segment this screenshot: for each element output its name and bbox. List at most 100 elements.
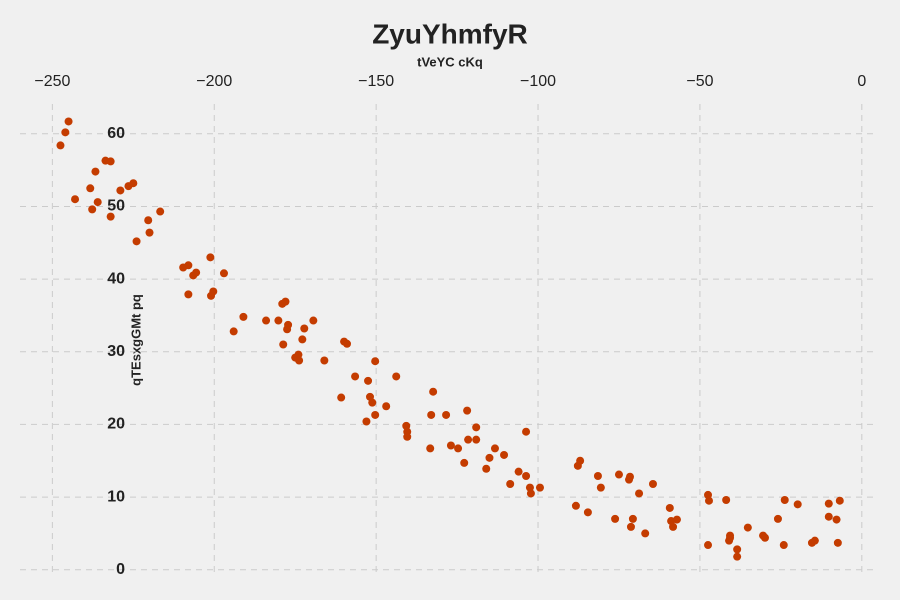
- point: [793, 500, 802, 509]
- y-tick-label: 0: [116, 561, 125, 578]
- point: [300, 324, 309, 333]
- point: [86, 184, 95, 193]
- chart-title: ZyuYhmfyR: [372, 18, 528, 49]
- point: [298, 335, 307, 344]
- point: [611, 514, 620, 523]
- point: [209, 287, 218, 296]
- point: [262, 316, 271, 325]
- point: [281, 297, 290, 306]
- point: [472, 435, 481, 444]
- point: [672, 515, 681, 524]
- point: [454, 444, 463, 453]
- point: [132, 237, 141, 246]
- point: [780, 495, 789, 504]
- point: [192, 268, 201, 277]
- point: [824, 499, 833, 508]
- x-tick-label: −250: [34, 73, 70, 90]
- point: [522, 427, 531, 436]
- point: [704, 496, 713, 505]
- point: [88, 205, 97, 214]
- x-axis-label: tVeYC cKq: [417, 54, 483, 69]
- point: [274, 316, 283, 325]
- point: [761, 533, 770, 542]
- point: [824, 512, 833, 521]
- point: [464, 435, 473, 444]
- point: [284, 320, 293, 329]
- point: [427, 410, 436, 419]
- point: [628, 514, 637, 523]
- point: [526, 489, 535, 498]
- x-tick-label: −100: [520, 73, 556, 90]
- point: [460, 458, 469, 467]
- point: [71, 195, 80, 204]
- point: [184, 290, 193, 299]
- point: [722, 495, 731, 504]
- point: [835, 496, 844, 505]
- point: [743, 523, 752, 532]
- point: [669, 522, 678, 531]
- point: [309, 316, 318, 325]
- point: [514, 467, 523, 476]
- point: [382, 402, 391, 411]
- point: [614, 470, 623, 479]
- point: [472, 423, 481, 432]
- point: [294, 350, 303, 359]
- point: [206, 253, 215, 262]
- point: [463, 406, 472, 415]
- point: [116, 186, 125, 195]
- point: [144, 216, 153, 225]
- point: [362, 417, 371, 426]
- point: [482, 464, 491, 473]
- point: [810, 536, 819, 545]
- point: [446, 441, 455, 450]
- point: [371, 357, 380, 366]
- x-tick-label: −200: [196, 73, 232, 90]
- y-tick-label: 30: [107, 343, 125, 360]
- point: [704, 541, 713, 550]
- point: [368, 398, 377, 407]
- point: [156, 207, 165, 216]
- y-tick-label: 60: [107, 125, 125, 142]
- point: [403, 432, 412, 441]
- point: [593, 472, 602, 481]
- point: [773, 514, 782, 523]
- point: [535, 483, 544, 492]
- point: [106, 212, 115, 221]
- point: [442, 410, 451, 419]
- point: [106, 157, 115, 166]
- point: [91, 167, 100, 176]
- point: [56, 141, 65, 150]
- point: [500, 450, 509, 459]
- point: [392, 372, 401, 381]
- point: [145, 228, 154, 237]
- point: [364, 376, 373, 385]
- point: [779, 541, 788, 550]
- y-tick-label: 20: [107, 416, 125, 433]
- y-axis-label: qTEsxgGMt pq: [128, 294, 143, 386]
- point: [641, 529, 650, 538]
- point: [726, 531, 735, 540]
- x-tick-label: −150: [358, 73, 394, 90]
- point: [129, 179, 138, 188]
- point: [576, 456, 585, 465]
- y-tick-label: 10: [107, 488, 125, 505]
- point: [522, 472, 531, 481]
- point: [665, 503, 674, 512]
- point: [320, 356, 329, 365]
- x-tick-label: 0: [857, 73, 866, 90]
- point: [625, 472, 634, 481]
- point: [833, 538, 842, 547]
- y-tick-label: 50: [107, 198, 125, 215]
- point: [506, 480, 515, 488]
- point: [239, 312, 248, 321]
- point: [648, 480, 657, 488]
- point: [733, 552, 742, 561]
- point: [61, 128, 70, 137]
- y-tick-label: 40: [107, 270, 125, 287]
- point: [295, 356, 304, 365]
- x-tick-label: −50: [686, 73, 713, 90]
- point: [485, 453, 494, 462]
- point: [490, 444, 499, 453]
- point: [219, 269, 228, 278]
